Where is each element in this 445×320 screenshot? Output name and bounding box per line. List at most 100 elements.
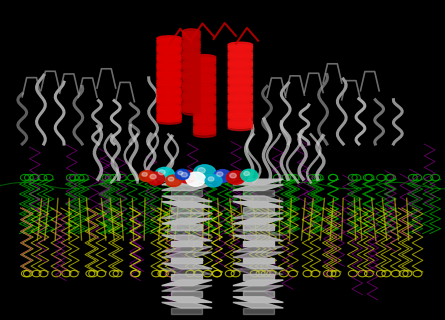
Ellipse shape <box>228 81 253 86</box>
Ellipse shape <box>182 31 200 38</box>
Ellipse shape <box>228 78 253 84</box>
Ellipse shape <box>228 93 253 99</box>
Ellipse shape <box>228 121 253 126</box>
Polygon shape <box>233 297 283 302</box>
Ellipse shape <box>194 69 216 76</box>
Ellipse shape <box>182 75 200 82</box>
Ellipse shape <box>157 64 182 69</box>
Ellipse shape <box>228 66 253 71</box>
Polygon shape <box>162 263 212 269</box>
Ellipse shape <box>182 29 200 35</box>
Ellipse shape <box>157 57 182 62</box>
Polygon shape <box>233 235 283 241</box>
Polygon shape <box>243 224 274 230</box>
Ellipse shape <box>182 104 200 110</box>
Circle shape <box>150 174 156 179</box>
Polygon shape <box>162 185 212 190</box>
Polygon shape <box>243 207 274 213</box>
Ellipse shape <box>228 85 253 90</box>
Ellipse shape <box>157 108 182 114</box>
Ellipse shape <box>182 88 200 94</box>
Circle shape <box>139 171 154 181</box>
Polygon shape <box>162 196 212 202</box>
Ellipse shape <box>157 42 182 47</box>
Ellipse shape <box>194 99 216 105</box>
Polygon shape <box>243 275 274 280</box>
Ellipse shape <box>182 60 200 66</box>
Ellipse shape <box>182 36 200 43</box>
Polygon shape <box>243 241 274 246</box>
Ellipse shape <box>157 89 182 94</box>
Ellipse shape <box>157 93 182 99</box>
Ellipse shape <box>194 75 216 80</box>
Ellipse shape <box>157 100 182 105</box>
Ellipse shape <box>228 53 253 58</box>
Ellipse shape <box>194 72 216 78</box>
Ellipse shape <box>194 82 216 88</box>
Circle shape <box>178 171 183 175</box>
Ellipse shape <box>194 129 216 135</box>
Ellipse shape <box>194 57 216 63</box>
Ellipse shape <box>182 78 200 84</box>
Circle shape <box>168 177 174 181</box>
Ellipse shape <box>194 87 216 93</box>
Ellipse shape <box>228 46 253 52</box>
Ellipse shape <box>157 40 182 45</box>
Ellipse shape <box>157 44 182 50</box>
Ellipse shape <box>194 126 216 132</box>
Polygon shape <box>171 308 202 314</box>
Ellipse shape <box>194 102 216 108</box>
Circle shape <box>158 170 165 175</box>
Ellipse shape <box>228 104 253 109</box>
Ellipse shape <box>157 38 182 43</box>
Ellipse shape <box>194 55 216 60</box>
Ellipse shape <box>182 83 200 89</box>
Ellipse shape <box>157 106 182 111</box>
Ellipse shape <box>194 122 216 127</box>
Ellipse shape <box>157 49 182 54</box>
Polygon shape <box>233 269 283 275</box>
Ellipse shape <box>182 81 200 87</box>
Ellipse shape <box>157 51 182 56</box>
Ellipse shape <box>182 55 200 61</box>
Ellipse shape <box>228 61 253 67</box>
Circle shape <box>214 170 231 182</box>
Ellipse shape <box>228 98 253 103</box>
Ellipse shape <box>228 55 253 60</box>
Ellipse shape <box>157 70 182 75</box>
Ellipse shape <box>228 115 253 120</box>
Circle shape <box>181 172 187 177</box>
Ellipse shape <box>157 104 182 109</box>
Ellipse shape <box>157 68 182 73</box>
Polygon shape <box>162 269 212 275</box>
Polygon shape <box>233 252 283 258</box>
Ellipse shape <box>228 59 253 64</box>
Ellipse shape <box>182 39 200 45</box>
Polygon shape <box>233 179 283 185</box>
Ellipse shape <box>228 70 253 75</box>
Ellipse shape <box>228 96 253 101</box>
Circle shape <box>244 172 250 176</box>
Polygon shape <box>233 246 283 252</box>
Ellipse shape <box>194 132 216 137</box>
Polygon shape <box>171 224 202 230</box>
Ellipse shape <box>182 62 200 69</box>
Polygon shape <box>162 297 212 302</box>
Ellipse shape <box>182 68 200 74</box>
Circle shape <box>175 169 190 180</box>
Ellipse shape <box>228 49 253 54</box>
Ellipse shape <box>228 57 253 62</box>
Polygon shape <box>171 291 202 297</box>
Ellipse shape <box>157 74 182 79</box>
Polygon shape <box>162 202 212 207</box>
Ellipse shape <box>228 87 253 92</box>
Ellipse shape <box>228 106 253 111</box>
Ellipse shape <box>228 91 253 96</box>
Ellipse shape <box>157 115 182 120</box>
Circle shape <box>217 172 223 176</box>
Circle shape <box>230 173 236 178</box>
Ellipse shape <box>228 110 253 116</box>
Polygon shape <box>233 230 283 235</box>
Ellipse shape <box>194 112 216 117</box>
Ellipse shape <box>182 106 200 113</box>
